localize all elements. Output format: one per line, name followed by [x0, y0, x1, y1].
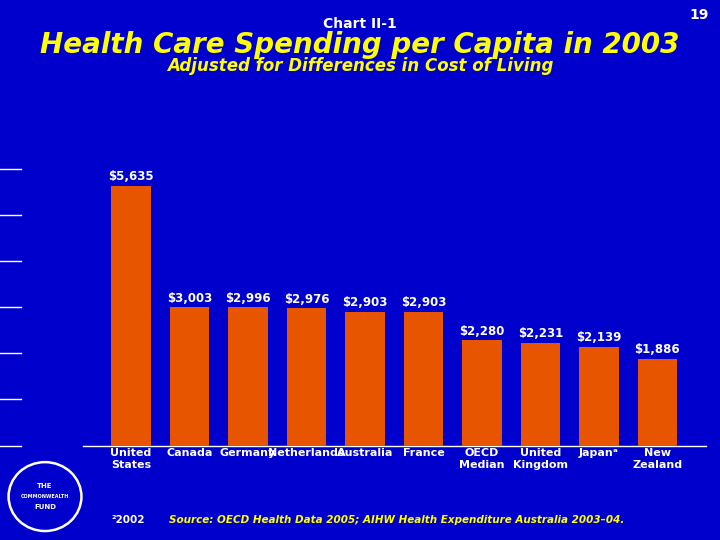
Text: FUND: FUND — [34, 504, 56, 510]
Text: COMMONWEALTH: COMMONWEALTH — [21, 494, 69, 499]
Text: THE: THE — [37, 483, 53, 489]
Text: $2,976: $2,976 — [284, 293, 329, 306]
Text: Source: OECD Health Data 2005; AIHW Health Expenditure Australia 2003–04.: Source: OECD Health Data 2005; AIHW Heal… — [169, 515, 624, 525]
Text: $2,139: $2,139 — [576, 332, 621, 345]
Text: $2,996: $2,996 — [225, 292, 271, 305]
Text: $1,886: $1,886 — [634, 343, 680, 356]
Text: $2,903: $2,903 — [342, 296, 387, 309]
Text: Adjusted for Differences in Cost of Living: Adjusted for Differences in Cost of Livi… — [167, 57, 553, 75]
Bar — [637, 359, 678, 445]
Text: ²2002: ²2002 — [112, 515, 145, 525]
Text: Health Care Spending per Capita in 2003: Health Care Spending per Capita in 2003 — [40, 31, 680, 59]
Bar — [287, 308, 326, 446]
Text: $5,635: $5,635 — [108, 170, 154, 183]
Bar — [403, 312, 444, 446]
Text: $2,903: $2,903 — [401, 296, 446, 309]
Bar — [521, 343, 560, 445]
Text: Chart II-1: Chart II-1 — [323, 17, 397, 31]
Bar — [345, 312, 385, 446]
Bar — [111, 186, 151, 446]
Bar — [170, 307, 210, 446]
Bar — [579, 347, 618, 446]
Text: 19: 19 — [690, 8, 709, 22]
Text: $2,231: $2,231 — [518, 327, 563, 340]
Bar — [228, 307, 268, 446]
Text: $2,280: $2,280 — [459, 325, 505, 338]
Bar — [462, 340, 502, 445]
Text: $3,003: $3,003 — [167, 292, 212, 305]
